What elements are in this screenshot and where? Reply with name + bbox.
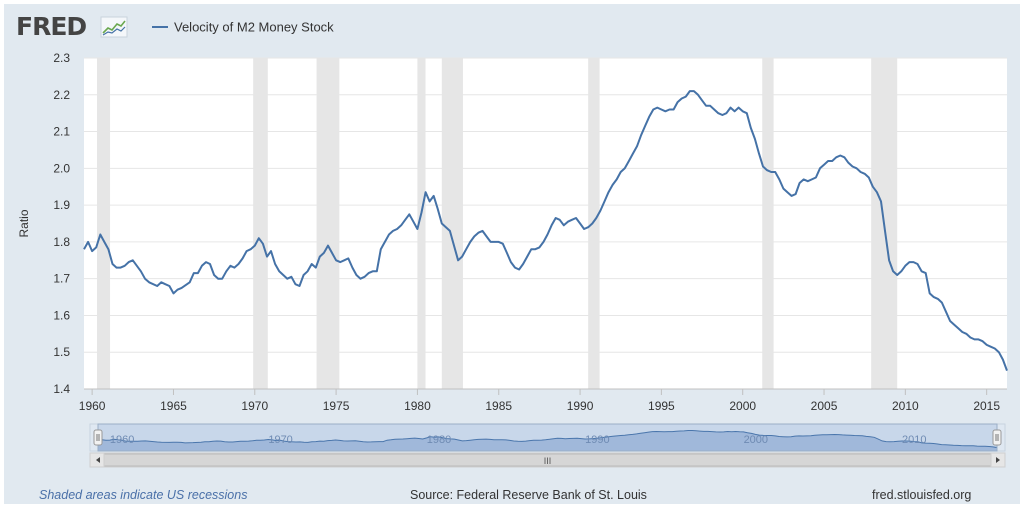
y-tick-label: 1.9 <box>53 198 70 212</box>
x-tick-label: 1990 <box>567 399 594 413</box>
plot-area <box>84 58 1007 389</box>
scrollbar-grip: III <box>544 456 552 466</box>
chart-svg: 1.4 1.5 1.6 1.7 1.8 1.9 2.0 2.1 2.2 2.3 1960 1965 19… <box>17 51 1008 468</box>
chart-frame: 1.4 1.5 1.6 1.7 1.8 1.9 2.0 2.1 2.2 2.3 1960 1965 19… <box>4 4 1020 504</box>
x-tick-label: 1995 <box>648 399 675 413</box>
y-tick-label: 2.0 <box>53 161 70 175</box>
x-tick-label: 1970 <box>241 399 268 413</box>
recession-band <box>417 58 426 389</box>
y-tick-label: 2.1 <box>53 125 70 139</box>
recession-band <box>253 58 268 389</box>
x-tick-label: 1960 <box>79 399 106 413</box>
source-text: Source: Federal Reserve Bank of St. Loui… <box>410 488 647 502</box>
y-tick-label: 1.8 <box>53 235 70 249</box>
x-tick-label: 1975 <box>323 399 350 413</box>
x-tick-label: 1985 <box>485 399 512 413</box>
arrow-right-icon <box>996 457 1000 463</box>
chart-legend[interactable]: Velocity of M2 Money Stock <box>152 18 334 36</box>
y-tick-label: 2.3 <box>53 51 70 65</box>
fred-chart-icon <box>100 16 128 43</box>
navigator-year-label: 1980 <box>427 434 451 446</box>
navigator-year-label: 2000 <box>744 434 768 446</box>
y-tick-label: 2.2 <box>53 88 70 102</box>
y-tick-label: 1.4 <box>53 382 70 396</box>
navigator-handle[interactable] <box>992 429 1002 446</box>
y-tick-label: 1.6 <box>53 308 70 322</box>
recession-band <box>588 58 600 389</box>
recession-note: Shaded areas indicate US recessions <box>39 488 248 502</box>
x-tick-label: 2010 <box>892 399 919 413</box>
y-axis-label: Ratio <box>17 209 31 237</box>
x-tick-label: 2005 <box>811 399 838 413</box>
navigator-selection[interactable] <box>97 423 998 452</box>
recession-band <box>316 58 340 389</box>
navigator-year-label: 1990 <box>585 434 609 446</box>
recession-band <box>762 58 774 389</box>
fred-logo[interactable]: FRED <box>16 12 87 41</box>
navigator-year-label: 1970 <box>268 434 292 446</box>
navigator-year-label: 2010 <box>902 434 926 446</box>
x-tick-label: 2000 <box>729 399 756 413</box>
legend-series-label: Velocity of M2 Money Stock <box>174 19 334 35</box>
fred-url-link[interactable]: fred.stlouisfed.org <box>872 488 972 502</box>
navigator-handle[interactable] <box>93 429 103 446</box>
x-tick-label: 2015 <box>973 399 1000 413</box>
recession-band <box>441 58 463 389</box>
x-tick-label: 1965 <box>160 399 187 413</box>
y-tick-label: 1.5 <box>53 345 70 359</box>
navigator-series <box>97 430 998 452</box>
legend-swatch <box>152 25 168 28</box>
series-line <box>83 90 1008 371</box>
navigator-year-label: 1960 <box>110 434 134 446</box>
x-tick-label: 1980 <box>404 399 431 413</box>
y-tick-label: 1.7 <box>53 272 70 286</box>
recession-band <box>97 58 111 389</box>
arrow-left-icon <box>96 457 100 463</box>
